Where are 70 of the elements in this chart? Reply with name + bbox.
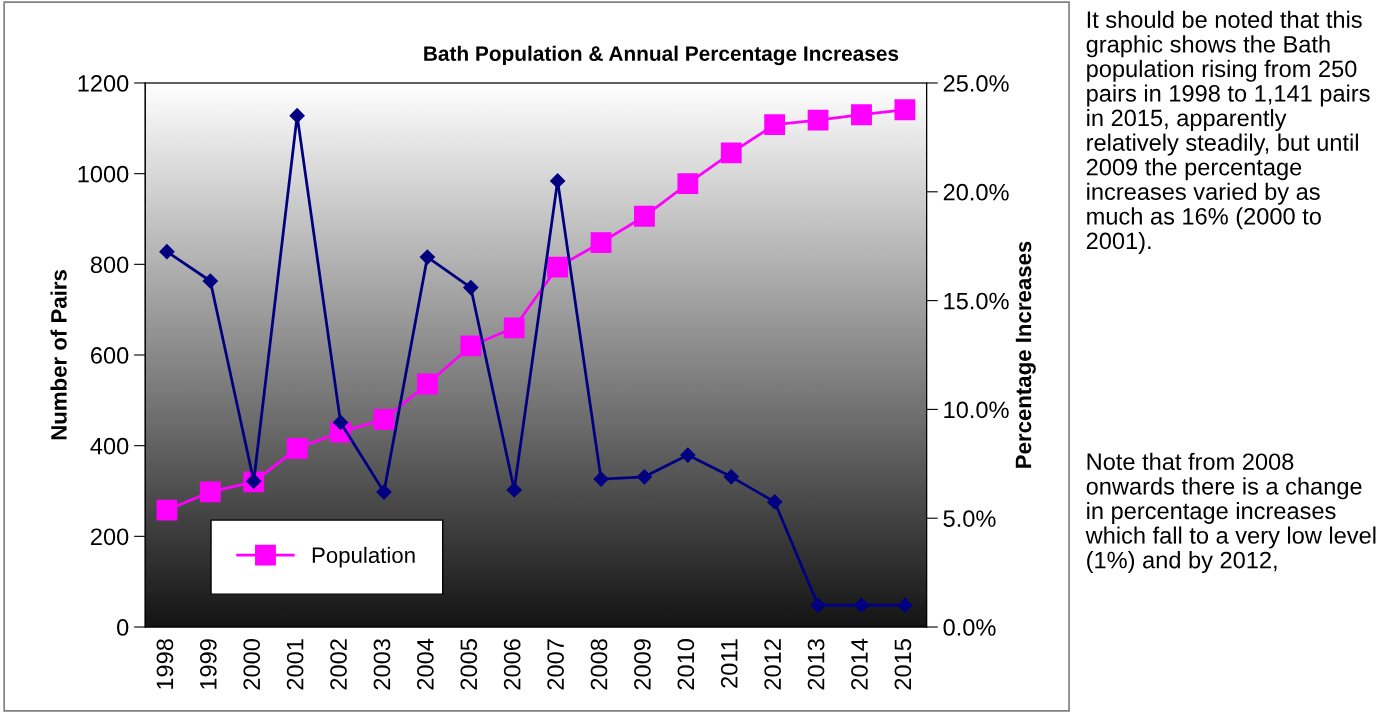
point bbox=[503, 317, 525, 339]
point bbox=[593, 471, 609, 487]
x-tick-label: 1999 bbox=[199, 639, 217, 689]
y2-tick-label: 25.0% bbox=[943, 75, 1009, 92]
y-tick-label: 400 bbox=[90, 437, 129, 455]
chart-title: Bath Population & Annual Percentage Increases bbox=[424, 45, 899, 66]
point bbox=[851, 104, 872, 126]
x-tick-label: 2007 bbox=[547, 639, 564, 690]
point bbox=[634, 205, 655, 227]
point bbox=[894, 99, 916, 121]
x-tick-label: 2000 bbox=[243, 639, 261, 690]
y-tick-label: 1000 bbox=[78, 165, 129, 183]
point bbox=[723, 469, 739, 485]
x-tick-label: 2001 bbox=[286, 639, 304, 690]
point bbox=[720, 142, 742, 164]
x-tick-label: 1998 bbox=[156, 639, 174, 689]
y-tick-label: 600 bbox=[91, 347, 129, 364]
point bbox=[463, 279, 479, 296]
y-axis-title: Number of Pairs bbox=[50, 270, 67, 440]
x-tick-label: 2012 bbox=[764, 639, 782, 690]
y-tick-label: 1200 bbox=[78, 75, 129, 92]
x-tick-label: 2015 bbox=[894, 639, 912, 690]
x-tick-label: 2004 bbox=[417, 638, 434, 690]
y-tick-label: 800 bbox=[90, 256, 129, 274]
y2-tick-label: 5.0% bbox=[943, 510, 996, 527]
y2-tick-label: 0.0% bbox=[943, 619, 996, 636]
x-tick-label: 2014 bbox=[851, 638, 868, 690]
point bbox=[156, 499, 178, 521]
point bbox=[202, 273, 218, 289]
text: Note that from 2008 onwards there is a change in percentage increases which fall to a very low level (1%) and by 2012, bbox=[1085, 452, 1376, 574]
point bbox=[289, 108, 305, 124]
x-tick-label: 2011 bbox=[720, 639, 738, 688]
point bbox=[636, 469, 653, 485]
point bbox=[332, 414, 349, 431]
x-tick-label: 2010 bbox=[677, 639, 695, 690]
point bbox=[764, 114, 786, 136]
y2-axis-title: Percentage Increases bbox=[1015, 241, 1036, 468]
point bbox=[460, 335, 482, 357]
point bbox=[590, 232, 612, 253]
y2-tick-label: 20.0% bbox=[943, 183, 1009, 201]
point bbox=[677, 173, 699, 195]
point bbox=[373, 408, 395, 430]
point bbox=[199, 481, 221, 503]
point bbox=[547, 256, 569, 278]
x-tick-label: 2006 bbox=[503, 639, 521, 690]
point bbox=[506, 482, 522, 498]
x-tick-label: 2003 bbox=[373, 639, 391, 690]
point bbox=[680, 447, 696, 463]
x-tick-label: 2008 bbox=[590, 639, 608, 690]
point bbox=[767, 494, 783, 510]
point bbox=[286, 437, 308, 459]
point bbox=[897, 597, 913, 613]
y2-tick-label: 10.0% bbox=[944, 401, 1009, 419]
point bbox=[550, 173, 566, 189]
point bbox=[807, 109, 829, 131]
point bbox=[810, 597, 826, 613]
y-tick-label: 0 bbox=[117, 619, 129, 636]
x-tick-label: 2013 bbox=[807, 639, 825, 690]
x-tick-label: 2005 bbox=[460, 639, 478, 690]
point bbox=[853, 597, 870, 613]
text: It should be noted that this graphic shows the Bath population rising from 250 pairs in 1998 to 1,141 pairs in 2015, apparently relatively steadily, but until 2009 the percentage increases varied by as much as 16% (2000 to 2001). bbox=[1086, 10, 1370, 254]
x-tick-label: 2002 bbox=[330, 639, 347, 690]
legend-label: Population bbox=[312, 546, 415, 568]
point bbox=[416, 373, 438, 395]
point bbox=[159, 244, 175, 260]
point bbox=[419, 249, 435, 265]
y-tick-label: 200 bbox=[91, 528, 129, 546]
x-tick-label: 2009 bbox=[634, 639, 651, 690]
y2-tick-label: 15.0% bbox=[944, 292, 1009, 310]
point bbox=[376, 484, 392, 500]
